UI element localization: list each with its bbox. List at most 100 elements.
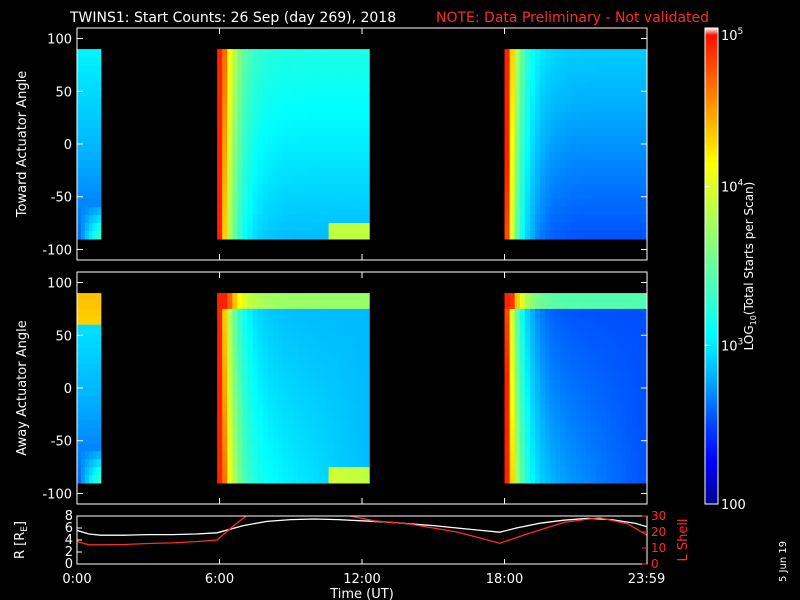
heatmap-cell [550, 308, 556, 318]
heatmap-cell [570, 403, 577, 413]
heatmap-cell [364, 364, 370, 373]
heatmap-cell [84, 199, 90, 208]
heatmap-cell [545, 207, 551, 216]
heatmap-cell [606, 167, 612, 177]
heatmap-cell [529, 191, 536, 200]
heatmap-cell [277, 395, 284, 405]
heatmap-cell [308, 324, 314, 334]
heatmap-cell [621, 175, 628, 185]
heatmap-cell [257, 459, 264, 468]
heatmap-cell [328, 96, 335, 106]
heatmap-cell [601, 88, 607, 98]
heatmap-cell [303, 475, 309, 484]
heatmap-cell [217, 467, 223, 476]
heatmap-cell [282, 301, 289, 310]
heatmap-cell [560, 459, 567, 468]
heatmap-cell [595, 128, 602, 137]
heatmap-cell [580, 207, 587, 216]
heatmap-cell [257, 104, 264, 113]
heatmap-cell [257, 301, 264, 310]
heatmap-cell [222, 324, 228, 334]
heatmap-cell [333, 340, 340, 350]
heatmap-cell [237, 136, 244, 145]
heatmap-cell [636, 308, 643, 318]
heatmap-cell [560, 144, 567, 153]
heatmap-cell [288, 380, 294, 389]
heatmap-cell [247, 96, 254, 106]
heatmap-cell [534, 388, 541, 397]
heatmap-cell [575, 301, 582, 310]
heatmap-cell [92, 231, 98, 240]
heatmap-cell [534, 293, 541, 302]
heatmap-cell [540, 459, 546, 468]
heatmap-cell [77, 293, 82, 302]
heatmap-cell [636, 175, 643, 185]
heatmap-cell [601, 372, 607, 381]
heatmap-cell [303, 49, 309, 58]
heatmap-cell [606, 388, 612, 397]
heatmap-cell [504, 419, 511, 429]
heatmap-cell [534, 411, 541, 421]
heatmap-cell [570, 144, 577, 153]
heatmap-cell [606, 332, 612, 342]
heatmap-cell [308, 411, 314, 421]
heatmap-cell [616, 388, 622, 397]
heatmap-cell [353, 388, 360, 397]
xtick-label: 0:00 [62, 572, 91, 587]
heatmap-cell [323, 293, 330, 302]
r-line [77, 517, 647, 536]
heatmap-cell [353, 191, 360, 200]
heatmap-cell [636, 459, 643, 468]
heatmap-cell [626, 475, 633, 484]
heatmap-cell [272, 467, 279, 476]
heatmap-cell [217, 136, 223, 145]
heatmap-cell [636, 215, 643, 224]
heatmap-cell [626, 395, 633, 405]
heatmap-cell [293, 419, 299, 429]
heatmap-cell [575, 419, 582, 429]
heatmap-cell [565, 199, 572, 208]
heatmap-cell [313, 388, 320, 397]
heatmap-cell [595, 316, 602, 326]
heatmap-cell [232, 183, 238, 193]
heatmap-cell [88, 151, 94, 161]
heatmap-cell [560, 175, 567, 185]
heatmap-cell [293, 223, 299, 232]
heatmap-cell [92, 57, 98, 66]
heatmap-cell [616, 324, 622, 334]
heatmap-cell [565, 348, 572, 357]
heatmap-cell [626, 159, 633, 169]
heatmap-cell [247, 356, 254, 365]
heatmap-cell [504, 372, 511, 381]
heatmap-cell [641, 88, 647, 98]
heatmap-cell [88, 388, 94, 397]
heatmap-cell [333, 411, 340, 421]
heatmap-cell [555, 88, 561, 98]
heatmap-cell [257, 316, 264, 326]
heatmap-cell [242, 199, 249, 208]
heatmap-cell [560, 293, 567, 302]
heatmap-cell [509, 356, 516, 365]
heatmap-cell [580, 104, 587, 113]
heatmap-cell [585, 372, 592, 381]
heatmap-cell [353, 112, 360, 121]
heatmap-cell [323, 72, 330, 82]
heatmap-cell [560, 57, 567, 66]
heatmap-cell [565, 112, 572, 121]
heatmap-cell [611, 451, 617, 460]
heatmap-cell [328, 435, 335, 444]
heatmap-cell [247, 459, 254, 468]
heatmap-cell [540, 231, 546, 240]
heatmap-cell [631, 128, 638, 137]
heatmap-cell [364, 49, 370, 58]
heatmap-cell [524, 419, 531, 429]
heatmap-cell [303, 151, 309, 161]
heatmap-cell [636, 167, 643, 177]
heatmap-cell [262, 348, 269, 357]
heatmap-cell [514, 57, 521, 66]
heatmap-cell [247, 223, 254, 232]
heatmap-cell [575, 159, 582, 169]
heatmap-cell [92, 72, 98, 82]
heatmap-cell [540, 144, 546, 153]
heatmap-cell [626, 64, 633, 74]
